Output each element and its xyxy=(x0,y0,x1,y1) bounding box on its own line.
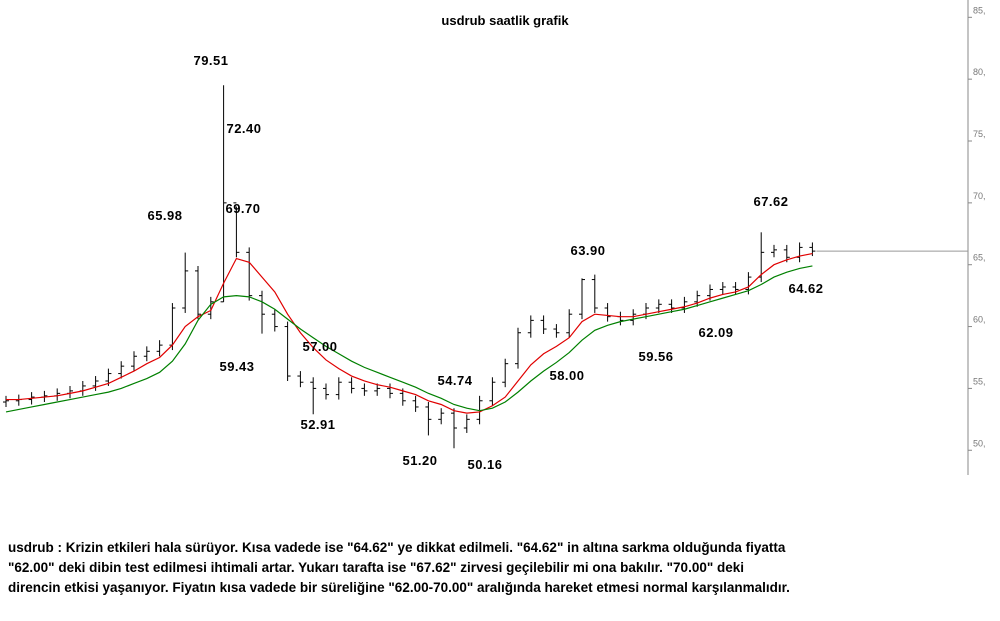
y-tick-label: 55, xyxy=(973,376,986,386)
commentary-line: direncin etkisi yaşanıyor. Fiyatın kısa … xyxy=(8,580,790,595)
annotation: 58.00 xyxy=(549,368,584,383)
y-tick-label: 80, xyxy=(973,67,986,77)
commentary-line: "62.00" deki dibin test edilmesi ihtimal… xyxy=(8,560,744,575)
chart: usdrub saatlik grafik 50, 55, 60, 65, 70, 75,… xyxy=(3,0,986,475)
annotation: 64.62 xyxy=(788,281,823,296)
annotation: 52.91 xyxy=(300,417,335,432)
y-tick-label: 60, xyxy=(973,315,986,325)
annotation: 62.09 xyxy=(698,325,733,340)
annotation: 63.90 xyxy=(570,243,605,258)
annotation: 69.70 xyxy=(225,201,260,216)
annotation: 79.51 xyxy=(193,53,228,68)
annotation: 54.74 xyxy=(437,373,472,388)
annotation: 67.62 xyxy=(753,194,788,209)
moving-average xyxy=(5,265,813,413)
y-tick-label: 50, xyxy=(973,438,986,448)
annotation: 50.16 xyxy=(467,457,502,472)
annotation: 72.40 xyxy=(226,121,261,136)
commentary: usdrub : Krizin etkileri hala sürüyor. K… xyxy=(8,538,998,598)
annotation: 65.98 xyxy=(147,208,182,223)
y-tick-label: 70, xyxy=(973,191,986,201)
annotation: 59.43 xyxy=(219,359,254,374)
y-tick-label: 85, xyxy=(973,5,986,15)
annotation: 57.00 xyxy=(302,339,337,354)
y-tick-label: 65, xyxy=(973,253,986,263)
annotation: 51.20 xyxy=(402,453,437,468)
y-tick-label: 75, xyxy=(973,129,986,139)
commentary-line: usdrub : Krizin etkileri hala sürüyor. K… xyxy=(8,540,786,555)
annotation: 59.56 xyxy=(638,349,673,364)
moving-average xyxy=(6,252,813,414)
chart-title: usdrub saatlik grafik xyxy=(441,13,569,28)
